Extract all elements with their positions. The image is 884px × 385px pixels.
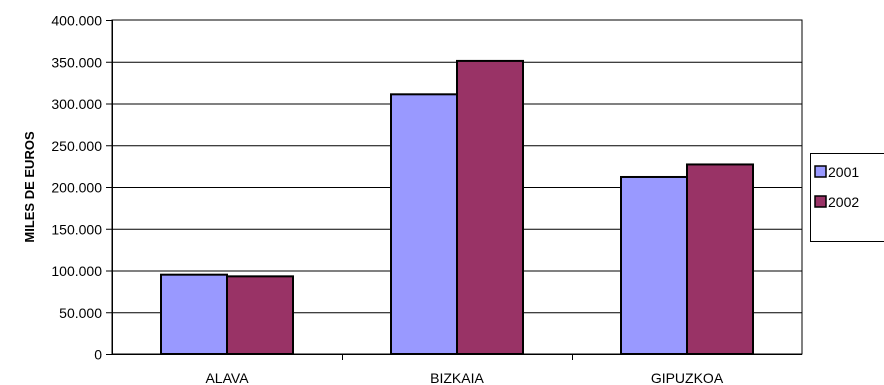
bar-gipuzkoa-2002 <box>686 163 754 355</box>
y-tick-label: 350.000 <box>51 54 102 70</box>
x-category-labels: ALAVA BIZKAIA GIPUZKOA <box>205 370 723 385</box>
bar-alava-2001 <box>160 273 228 355</box>
bar-bizkaia-2001 <box>390 93 458 355</box>
y-tick-label: 50.000 <box>59 305 102 321</box>
x-category-label: GIPUZKOA <box>651 370 724 385</box>
x-category-label: ALAVA <box>205 370 249 385</box>
bar-alava-2002 <box>226 275 294 355</box>
y-tick-label: 250.000 <box>51 138 102 154</box>
y-tick-label: 200.000 <box>51 180 102 196</box>
bars <box>160 59 754 355</box>
bar-gipuzkoa-2001 <box>620 175 688 355</box>
legend-label-2002: 2002 <box>828 194 859 210</box>
y-tick-label: 400.000 <box>51 13 102 29</box>
x-category-label: BIZKAIA <box>430 370 484 385</box>
legend: 2001 2002 <box>810 153 884 242</box>
y-tick-label: 150.000 <box>51 221 102 237</box>
y-tick-labels: 0 50.000 100.000 150.000 200.000 250.000 300.0… <box>51 13 102 363</box>
legend-label-2001: 2001 <box>828 164 859 180</box>
y-axis-title: MILES DE EUROS <box>22 131 37 243</box>
y-tick-label: 300.000 <box>51 96 102 112</box>
legend-swatch-2002 <box>814 195 827 208</box>
legend-swatch-2001 <box>814 165 827 178</box>
axes <box>106 20 802 360</box>
y-tick-label: 0 <box>94 347 102 363</box>
y-tick-label: 100.000 <box>51 263 102 279</box>
bar-bizkaia-2002 <box>456 59 524 355</box>
